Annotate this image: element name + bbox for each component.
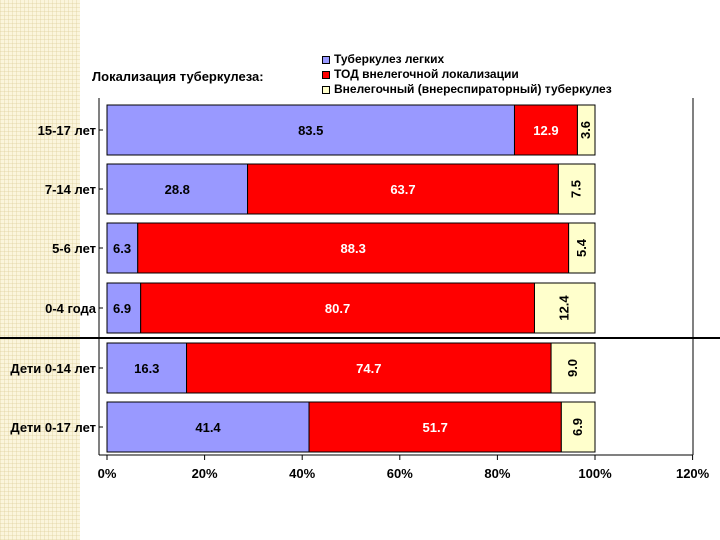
category-label: 0-4 года: [45, 301, 97, 316]
data-label: 6.9: [113, 301, 131, 316]
legend-item: Туберкулез легких: [322, 52, 612, 67]
x-tick-label: 0%: [98, 466, 117, 481]
bar-segment: [106, 104, 515, 156]
category-label: Дети 0-14 лет: [10, 361, 96, 376]
legend-label: ТОД внелегочной локализации: [334, 67, 519, 81]
data-label: 80.7: [325, 301, 350, 316]
legend-item: Внелегочный (внереспираторный) туберкуле…: [322, 82, 612, 97]
chart-legend: Туберкулез легких ТОД внелегочной локализ…: [322, 52, 612, 97]
data-label: 83.5: [298, 123, 323, 138]
data-label: 16.3: [134, 361, 159, 376]
data-label: 88.3: [341, 241, 366, 256]
data-label: 3.6: [578, 121, 593, 139]
data-label: 51.7: [423, 420, 448, 435]
category-label: Дети 0-17 лет: [10, 420, 96, 435]
bar-segment: [106, 401, 310, 453]
bar-segment: [106, 222, 139, 274]
bar-segment: [308, 401, 562, 453]
data-label: 63.7: [390, 182, 415, 197]
x-tick-label: 120%: [676, 466, 710, 481]
x-tick-label: 100%: [578, 466, 612, 481]
bar-segment: [576, 104, 596, 156]
bar-segment: [513, 104, 578, 156]
x-tick-label: 60%: [387, 466, 413, 481]
legend-label: Туберкулез легких: [334, 52, 445, 66]
data-label: 12.4: [557, 295, 572, 321]
bar-segment: [106, 163, 249, 215]
bar-segment: [186, 342, 552, 394]
chart-title: Локализация туберкулеза:: [92, 69, 264, 84]
category-label: 7-14 лет: [45, 182, 96, 197]
bar-segment: [247, 163, 559, 215]
legend-swatch: [322, 70, 330, 79]
bar-segment: [533, 282, 596, 334]
bar-segment: [137, 222, 570, 274]
x-tick-label: 80%: [484, 466, 510, 481]
bar-segment: [557, 163, 596, 215]
category-label: 5-6 лет: [52, 241, 96, 256]
bar-segment: [106, 282, 142, 334]
x-tick-label: 40%: [289, 466, 315, 481]
legend-item: ТОД внелегочной локализации: [322, 67, 612, 82]
bar-segment: [550, 342, 596, 394]
legend-label: Внелегочный (внереспираторный) туберкуле…: [334, 82, 612, 96]
data-label: 6.9: [570, 418, 585, 436]
x-tick-label: 20%: [192, 466, 218, 481]
data-label: 7.5: [569, 180, 584, 198]
data-label: 28.8: [165, 182, 190, 197]
background-pattern: [0, 0, 80, 540]
category-label: 15-17 лет: [38, 123, 96, 138]
data-label: 5.4: [574, 238, 589, 257]
legend-swatch: [322, 55, 330, 64]
legend-swatch: [322, 85, 330, 94]
bar-segment: [106, 342, 188, 394]
bar-segment: [560, 401, 596, 453]
data-label: 74.7: [356, 361, 381, 376]
bar-segment: [568, 222, 596, 274]
data-label: 6.3: [113, 241, 131, 256]
data-label: 41.4: [195, 420, 221, 435]
data-label: 9.0: [565, 359, 580, 377]
data-label: 12.9: [533, 123, 558, 138]
